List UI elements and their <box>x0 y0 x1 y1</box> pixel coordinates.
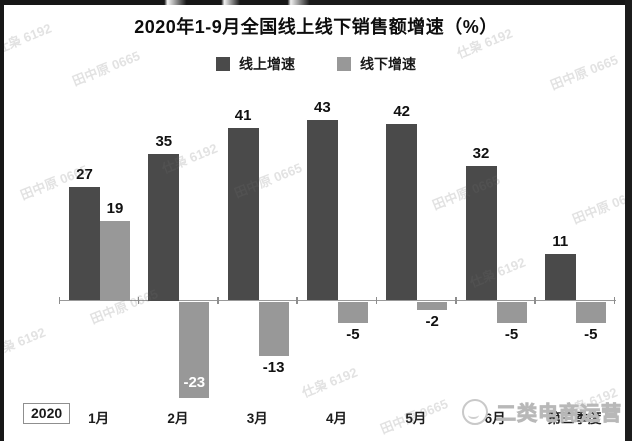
bar-value-label: -5 <box>504 325 519 343</box>
bar-线上增速-1月 <box>69 187 100 301</box>
x-axis-line <box>59 300 617 301</box>
bar-value-label: -13 <box>262 359 285 377</box>
legend-swatch-icon <box>337 57 351 71</box>
category-label-5月: 5月 <box>405 411 427 426</box>
x-axis-tick <box>455 297 457 304</box>
bar-value-label: 27 <box>76 166 93 184</box>
bar-value-label: -5 <box>584 325 598 343</box>
bar-value-label: 19 <box>106 199 124 217</box>
x-axis-tick <box>58 297 60 304</box>
legend-item-线下增速: 线下增速 <box>337 54 416 74</box>
bar-线下增速-1月 <box>100 220 130 301</box>
x-axis-tick <box>137 297 140 304</box>
bar-value-label: -23 <box>183 374 206 392</box>
category-label-1月: 1月 <box>88 411 110 426</box>
bar-线下增速-4月 <box>337 301 368 323</box>
category-label-2月: 2月 <box>167 411 189 426</box>
bar-value-label: -5 <box>346 325 360 343</box>
cropped-left-edge <box>0 0 4 441</box>
category-label-第三季度: 第三季度 <box>547 411 602 426</box>
chart-legend: 线上增速 线下增速 <box>0 54 632 74</box>
legend-item-线上增速: 线上增速 <box>216 54 295 74</box>
x-axis-year-label: 2020 <box>23 403 71 424</box>
bar-线上增速-5月 <box>386 124 418 301</box>
bar-线上增速-3月 <box>227 128 259 301</box>
category-label-4月: 4月 <box>326 411 348 426</box>
bar-value-label: -2 <box>425 312 439 330</box>
legend-label: 线下增速 <box>360 56 416 72</box>
bar-线下增速-第三季度 <box>575 301 606 323</box>
bar-value-label: 32 <box>472 145 490 163</box>
bar-value-label: 43 <box>314 98 331 116</box>
bar-线上增速-6月 <box>465 166 497 301</box>
bar-线上增速-第三季度 <box>544 254 576 301</box>
bar-线下增速-2月 <box>179 301 210 399</box>
bar-value-label: 35 <box>155 132 173 150</box>
chart-title: 2020年1-9月全国线上线下销售额增速（%） <box>134 17 498 37</box>
bar-value-label: 11 <box>552 233 569 251</box>
x-axis-tick <box>217 297 219 304</box>
bar-线上增速-2月 <box>148 153 180 301</box>
cropped-right-edge <box>625 0 632 441</box>
x-axis-tick <box>534 297 536 304</box>
x-axis-tick <box>296 297 298 304</box>
bar-线下增速-6月 <box>496 301 527 323</box>
category-label-3月: 3月 <box>246 411 268 426</box>
category-label-6月: 6月 <box>484 411 506 426</box>
x-axis-tick <box>613 297 616 304</box>
bar-线上增速-4月 <box>306 119 338 301</box>
cropped-top-edge <box>0 0 632 5</box>
bar-value-label: 42 <box>393 103 411 121</box>
bar-线下增速-3月 <box>258 301 289 357</box>
x-axis-tick <box>375 297 378 304</box>
bar-线下增速-5月 <box>417 301 448 310</box>
legend-label: 线上增速 <box>239 56 295 72</box>
bar-value-label: 41 <box>234 107 252 125</box>
legend-swatch-icon <box>216 57 230 71</box>
